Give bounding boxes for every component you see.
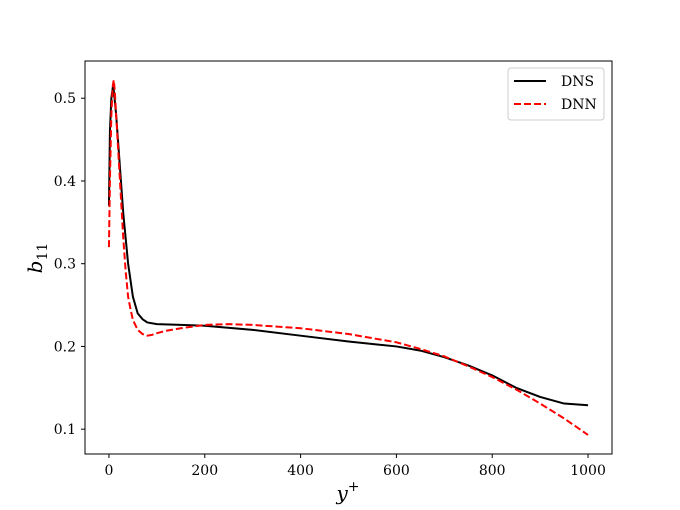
x-axis-label-main: y	[335, 481, 348, 505]
axis-ticks: 0 200 400 600 800 1000 0.1 0.2 0.3 0.4 0.5	[54, 91, 606, 479]
x-tick-label: 600	[383, 463, 410, 479]
x-tick-label: 0	[104, 463, 113, 479]
y-tick-label: 0.4	[54, 174, 76, 190]
plot-area	[107, 79, 589, 436]
x-axis-label-sup: +	[348, 479, 360, 495]
plot-frame	[84, 60, 613, 455]
legend-label-dns: DNS	[561, 74, 594, 90]
x-tick-label: 200	[191, 463, 218, 479]
y-axis-label-sub: 11	[35, 243, 51, 261]
y-tick-label: 0.2	[54, 339, 76, 355]
x-tick-label: 400	[287, 463, 314, 479]
series-line-dns	[107, 86, 589, 407]
x-axis-label: y+	[335, 479, 359, 505]
y-axis-label-main: b	[23, 261, 47, 274]
y-axis-label: b11	[23, 243, 51, 274]
x-tick-label: 1000	[570, 463, 606, 479]
y-tick-label: 0.5	[54, 91, 76, 107]
series-line-dnn	[107, 79, 589, 436]
legend: DNS DNN	[507, 67, 605, 121]
y-tick-label: 0.3	[54, 257, 76, 273]
x-tick-label: 800	[479, 463, 506, 479]
y-tick-label: 0.1	[54, 422, 76, 438]
legend-label-dnn: DNN	[561, 97, 597, 113]
